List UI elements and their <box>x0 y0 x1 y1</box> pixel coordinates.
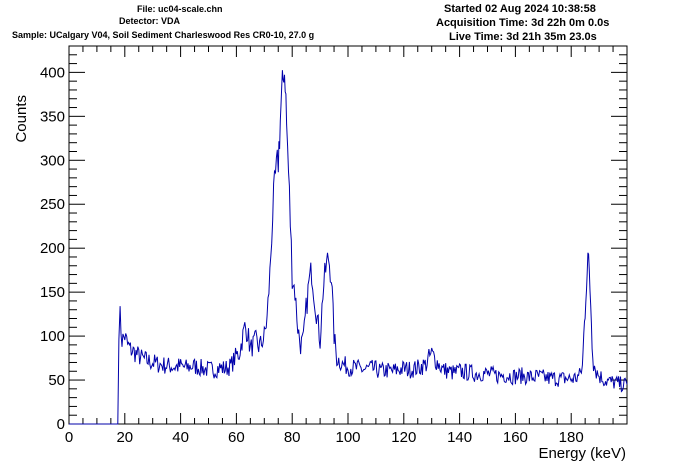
live-time-label: Live Time: 3d 21h 35m 23.0s <box>449 31 597 43</box>
y-tick-label: 250 <box>40 196 65 213</box>
y-tick-label: 200 <box>40 240 65 257</box>
sample-label: Sample: UCalgary V04, Soil Sediment Char… <box>12 30 315 40</box>
axis-ticks <box>68 45 628 425</box>
x-tick-label: 180 <box>559 429 584 446</box>
y-tick-label: 0 <box>57 416 65 433</box>
x-tick-label: 160 <box>503 429 528 446</box>
y-axis-title: Counts <box>13 95 30 143</box>
x-tick-label: 0 <box>65 429 73 446</box>
x-tick-label: 120 <box>391 429 416 446</box>
y-tick-label: 400 <box>40 64 65 81</box>
x-tick-label: 80 <box>284 429 301 446</box>
x-tick-label: 60 <box>228 429 245 446</box>
x-tick-label: 20 <box>116 429 133 446</box>
y-tick-label: 150 <box>40 284 65 301</box>
acquisition-time-label: Acquisition Time: 3d 22h 0m 0.0s <box>436 17 610 29</box>
y-tick-label: 100 <box>40 328 65 345</box>
spectrum-line <box>69 70 628 425</box>
y-tick-label: 300 <box>40 152 65 169</box>
started-label: Started 02 Aug 2024 10:38:58 <box>444 3 596 15</box>
y-tick-label: 350 <box>40 108 65 125</box>
x-tick-label: 140 <box>447 429 472 446</box>
tick-labels: 0 20 40 60 80 100 120 140 160 180 0 50 100 150 200 250 3… <box>40 64 584 446</box>
file-label: File: uc04-scale.chn <box>137 4 223 14</box>
x-tick-label: 100 <box>335 429 360 446</box>
plot-frame <box>68 45 628 425</box>
x-tick-label: 40 <box>172 429 189 446</box>
detector-label: Detector: VDA <box>119 16 181 26</box>
x-axis-title: Energy (keV) <box>538 445 626 462</box>
y-tick-label: 50 <box>48 372 65 389</box>
